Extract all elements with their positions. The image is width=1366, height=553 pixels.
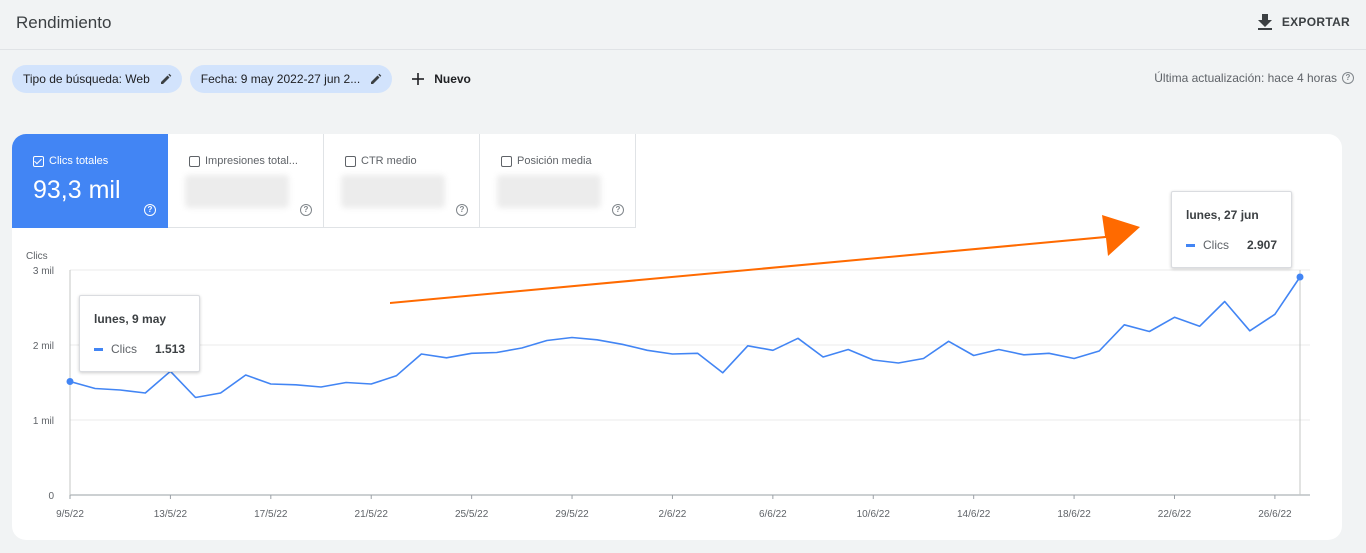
data-point-start <box>66 378 74 386</box>
metric-label: CTR medio <box>361 155 417 167</box>
tooltip-series: Clics <box>111 342 137 356</box>
page-title: Rendimiento <box>16 13 112 32</box>
x-tick-label: 18/6/22 <box>1057 509 1091 520</box>
y-tick-label: 0 <box>48 491 54 502</box>
x-tick-label: 29/5/22 <box>555 509 589 520</box>
x-tick-label: 9/5/22 <box>56 509 84 520</box>
blurred-value <box>497 175 601 208</box>
series-swatch <box>94 347 103 351</box>
annotation-arrow <box>390 215 1140 304</box>
metric-total-clicks[interactable]: Clics totales 93,3 mil ? <box>12 134 168 228</box>
search-type-chip[interactable]: Tipo de búsqueda: Web <box>12 65 182 93</box>
help-icon[interactable]: ? <box>1342 72 1354 84</box>
y-axis-label: Clics <box>26 251 48 262</box>
data-point-end <box>1296 273 1304 281</box>
x-tick-label: 13/5/22 <box>154 509 188 520</box>
checkbox-checked-icon[interactable] <box>33 155 44 167</box>
export-button[interactable]: EXPORTAR <box>1257 14 1350 30</box>
x-tick-label: 22/6/22 <box>1158 509 1192 520</box>
help-icon[interactable]: ? <box>612 204 624 216</box>
metric-average-ctr[interactable]: CTR medio ? <box>324 134 480 228</box>
tooltip-value: 1.513 <box>155 342 186 356</box>
y-tick-label: 2 mil <box>33 341 54 352</box>
metric-tabs: Clics totales 93,3 mil ? Impresiones tot… <box>12 134 636 228</box>
last-update-text: Última actualización: hace 4 horas <box>1154 71 1337 85</box>
tooltip-row: Clics 2.907 <box>1186 238 1277 252</box>
help-icon[interactable]: ? <box>456 204 468 216</box>
search-type-label: Tipo de búsqueda: Web <box>23 72 150 86</box>
series-line-clicks <box>69 276 1301 399</box>
metric-label: Posición media <box>517 155 592 167</box>
metric-total-impressions[interactable]: Impresiones total... ? <box>168 134 324 228</box>
download-icon <box>1257 14 1272 30</box>
help-icon[interactable]: ? <box>300 204 312 216</box>
y-tick-label: 1 mil <box>33 416 54 427</box>
checkbox-icon[interactable] <box>345 155 356 167</box>
metric-label: Clics totales <box>49 155 109 167</box>
tooltip-date: lunes, 9 may <box>94 312 167 326</box>
x-tick-label: 26/6/22 <box>1258 509 1292 520</box>
checkbox-icon[interactable] <box>501 155 512 167</box>
checkbox-icon[interactable] <box>189 155 200 167</box>
tooltip-start: lunes, 9 may Clics 1.513 <box>79 295 200 372</box>
filter-bar: Tipo de búsqueda: Web Fecha: 9 may 2022-… <box>12 65 471 93</box>
date-chip[interactable]: Fecha: 9 may 2022-27 jun 2... <box>189 65 393 93</box>
blurred-value <box>341 175 445 208</box>
metric-header: Impresiones total... <box>189 155 298 167</box>
clicks-chart[interactable]: Clics 0 1 mil 2 mil 3 mil 9/5/22 13/5/22 17/5/2… <box>12 134 1342 540</box>
help-icon[interactable]: ? <box>144 204 156 216</box>
new-filter-label: Nuevo <box>434 72 471 86</box>
tooltip-series: Clics <box>1203 238 1229 252</box>
edit-icon[interactable] <box>370 73 382 85</box>
tooltip-date: lunes, 27 jun <box>1186 208 1259 222</box>
metric-average-position[interactable]: Posición media ? <box>480 134 636 228</box>
x-tick-label: 2/6/22 <box>659 509 687 520</box>
tooltip-end: lunes, 27 jun Clics 2.907 <box>1171 191 1292 268</box>
blurred-value <box>185 175 289 208</box>
x-tick-label: 10/6/22 <box>857 509 891 520</box>
series-swatch <box>1186 243 1195 247</box>
x-tick-label: 14/6/22 <box>957 509 991 520</box>
x-tick-label: 6/6/22 <box>759 509 787 520</box>
x-tick-label: 17/5/22 <box>254 509 288 520</box>
date-label: Fecha: 9 may 2022-27 jun 2... <box>200 72 361 86</box>
metric-header: Clics totales <box>33 155 108 167</box>
edit-icon[interactable] <box>160 73 172 85</box>
tooltip-value: 2.907 <box>1247 238 1278 252</box>
plus-icon <box>412 73 425 85</box>
metric-header: CTR medio <box>345 155 417 167</box>
metric-header: Posición media <box>501 155 592 167</box>
new-filter-button[interactable]: Nuevo <box>412 72 471 86</box>
x-tick-label: 25/5/22 <box>455 509 489 520</box>
x-tick-label: 21/5/22 <box>355 509 389 520</box>
last-update: Última actualización: hace 4 horas ? <box>1154 71 1354 85</box>
page-header: Rendimiento EXPORTAR <box>0 0 1366 50</box>
performance-card: Clics totales 93,3 mil ? Impresiones tot… <box>12 134 1342 540</box>
metric-label: Impresiones total... <box>205 155 298 167</box>
y-tick-label: 3 mil <box>33 266 54 277</box>
metric-value: 93,3 mil <box>33 176 121 204</box>
tooltip-row: Clics 1.513 <box>94 342 185 356</box>
export-label: EXPORTAR <box>1281 15 1350 29</box>
